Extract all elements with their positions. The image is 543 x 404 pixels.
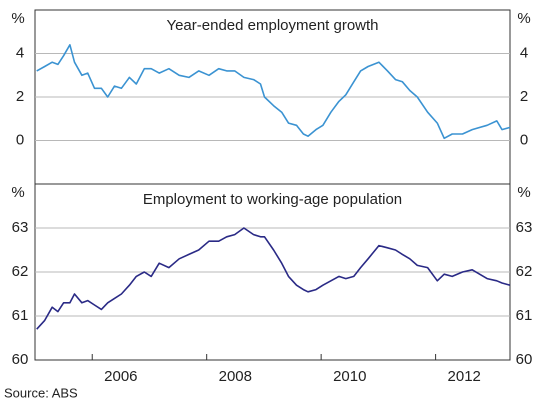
panel-title: Year-ended employment growth bbox=[166, 17, 378, 34]
y2-tick-label: 2 bbox=[520, 88, 528, 105]
source: Source: ABS bbox=[4, 385, 78, 400]
plot-frame bbox=[34, 9, 511, 361]
series-line bbox=[36, 227, 511, 330]
y2-tick-label: 4 bbox=[520, 44, 528, 61]
y-tick-label: 62 bbox=[12, 263, 29, 280]
title-bg bbox=[140, 14, 410, 36]
y-tick-label: 2 bbox=[16, 88, 24, 105]
x-tick-label: 2008 bbox=[219, 368, 252, 385]
x-tick-label: 2012 bbox=[448, 368, 481, 385]
y-tick-label: 4 bbox=[16, 44, 24, 61]
y2-tick-label: 61 bbox=[516, 307, 533, 324]
y2-tick-label: 63 bbox=[516, 219, 533, 236]
y-tick-label: 63 bbox=[12, 219, 29, 236]
x-tick-label: 2006 bbox=[104, 368, 137, 385]
panel-title: Employment to working-age population bbox=[143, 191, 402, 208]
y2-axis-unit: % bbox=[517, 184, 530, 201]
y-tick-label: 60 bbox=[12, 351, 29, 368]
y-axis-unit: % bbox=[11, 184, 24, 201]
y2-axis-unit: % bbox=[517, 10, 530, 27]
x-tick-label: 2010 bbox=[333, 368, 366, 385]
y-axis-unit: % bbox=[11, 10, 24, 27]
y2-tick-label: 62 bbox=[516, 263, 533, 280]
y2-tick-label: 60 bbox=[516, 351, 533, 368]
y2-tick-label: 0 bbox=[520, 131, 528, 148]
y-tick-label: 61 bbox=[12, 307, 29, 324]
title-bg bbox=[140, 188, 410, 210]
y-tick-label: 0 bbox=[16, 131, 24, 148]
series-line bbox=[36, 44, 511, 140]
